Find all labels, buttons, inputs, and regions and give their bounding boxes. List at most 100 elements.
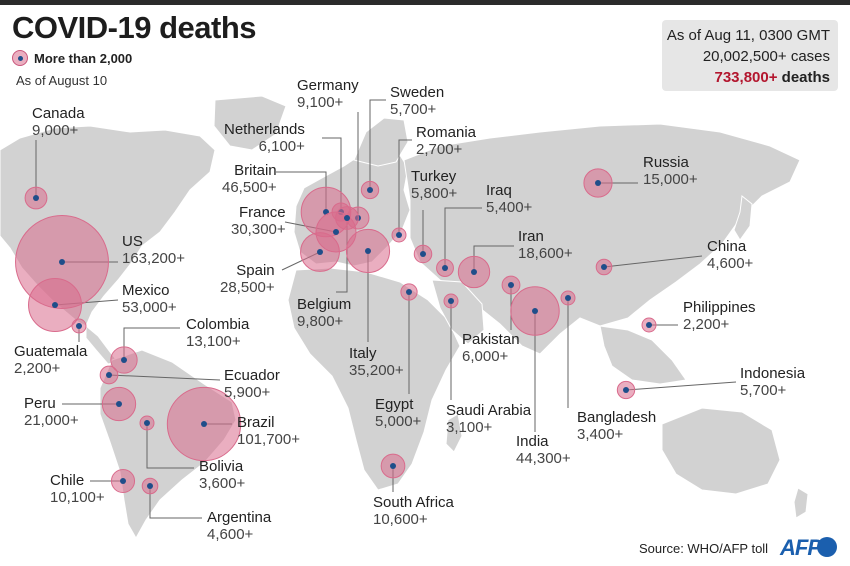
death-count: 6,000+ [462,348,509,365]
death-count: 163,200+ [122,250,185,267]
country-name: Peru [24,395,56,412]
death-count: 9,800+ [297,313,344,330]
country-name: Sweden [390,84,445,101]
leader-line-ecuador [108,374,221,381]
country-name: Argentina [207,509,272,526]
country-name: Philippines [683,299,756,316]
country-name: Egypt [375,396,414,413]
marker-dot-ecuador [106,372,112,378]
marker-dot-pakistan [508,282,514,288]
death-count: 28,500+ [220,279,275,296]
scandinavia-land [353,117,409,167]
marker-dot-romania [396,232,402,238]
greenland-land [213,95,287,151]
marker-dot-mexico [52,302,58,308]
death-count: 2,200+ [14,360,61,377]
label-germany: Germany 9,100+ [297,77,359,111]
legend: More than 2,000 [12,50,132,66]
summary-date: As of Aug 11, 0300 GMT [666,27,830,44]
marker-dot-saudi-arabia [448,298,454,304]
country-name: France [238,204,286,221]
marker-dot-egypt [406,289,412,295]
death-count: 30,300+ [231,221,286,238]
label-south-africa: South Africa 10,600+ [373,494,454,528]
label-ecuador: Ecuador 5,900+ [224,367,280,401]
country-name: Guatemala [14,343,88,360]
death-count: 10,600+ [373,511,428,528]
marker-dot-philippines [646,322,652,328]
country-name: Colombia [186,316,250,333]
country-name: Iran [518,228,544,245]
source-note: Source: WHO/AFP toll [639,541,769,556]
marker-dot-indonesia [623,387,629,393]
afp-logo-dot-icon [817,537,837,557]
country-name: Bangladesh [577,409,657,426]
marker-dot-us [59,259,65,265]
japan-land [733,195,753,241]
label-france: France 30,300+ [231,204,286,238]
marker-dot-italy [365,248,371,254]
marker-dot-chile [120,478,126,484]
marker-dot-colombia [121,357,127,363]
label-mexico: Mexico 53,000+ [122,282,177,316]
death-count: 2,200+ [683,316,730,333]
death-count: 53,000+ [122,299,177,316]
country-name: China [707,238,747,255]
label-egypt: Egypt 5,000+ [375,396,421,430]
label-britain: Britain 46,500+ [222,162,277,196]
death-count: 5,400+ [486,199,533,216]
label-saudi-arabia: Saudi Arabia 3,100+ [446,402,531,436]
summary-box: As of Aug 11, 0300 GMT 20,002,500+ cases… [662,20,838,91]
death-count: 101,700+ [237,431,300,448]
country-name: US [122,233,143,250]
death-count: 5,700+ [390,101,437,118]
summary-deaths-number: 733,800+ [714,69,778,86]
label-indonesia: Indonesia 5,700+ [740,365,805,399]
country-name: Saudi Arabia [446,402,532,419]
summary-cases: 20,002,500+ cases [702,48,830,65]
label-iraq: Iraq 5,400+ [486,182,532,216]
country-name: India [516,433,549,450]
marker-dot-canada [33,195,39,201]
label-colombia: Colombia 13,100+ [186,316,249,350]
country-name: Chile [50,472,85,489]
marker-dot-iraq [442,265,448,271]
country-name: Ecuador [224,367,280,384]
marker-dot-iran [471,269,477,275]
death-count: 46,500+ [222,179,277,196]
country-name: Bolivia [199,458,244,475]
death-count: 3,400+ [577,426,624,443]
label-iran: Iran 18,600+ [518,228,573,262]
death-count: 4,600+ [707,255,754,272]
marker-dot-bolivia [144,420,150,426]
leader-line-indonesia [625,381,737,391]
label-bolivia: Bolivia 3,600+ [199,458,245,492]
leader-line-iraq [444,207,482,268]
death-count: 6,100+ [258,138,305,155]
australia-land [661,407,781,495]
marker-dot-spain [317,249,323,255]
death-count: 5,700+ [740,382,787,399]
marker-dot-peru [116,401,122,407]
southeast-asia-land [599,325,687,385]
death-count: 5,900+ [224,384,271,401]
label-pakistan: Pakistan 6,000+ [462,331,520,365]
legend-label: More than 2,000 [34,50,133,66]
death-count: 9,100+ [297,94,344,111]
marker-dot-argentina [147,483,153,489]
death-count: 3,600+ [199,475,246,492]
label-bangladesh: Bangladesh 3,400+ [577,409,656,443]
label-canada: Canada 9,000+ [32,105,85,139]
label-italy: Italy 35,200+ [349,345,404,379]
country-name: South Africa [373,494,454,511]
death-count: 35,200+ [349,362,404,379]
marker-dot-china [601,264,607,270]
label-sweden: Sweden 5,700+ [390,84,444,118]
country-name: Turkey [411,168,457,185]
label-china: China 4,600+ [707,238,753,272]
marker-dot-russia [595,180,601,186]
country-name: Germany [297,77,359,94]
country-name: Canada [32,105,85,122]
death-count: 4,600+ [207,526,254,543]
